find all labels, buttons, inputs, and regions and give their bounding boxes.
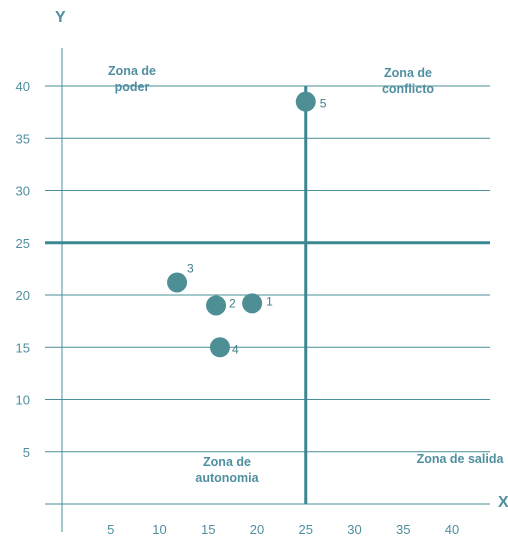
zone-label-poder-line-1: Zona de <box>108 64 156 78</box>
data-points: 1 2 3 4 5 <box>167 91 327 358</box>
x-tick-label-35: 35 <box>396 522 410 537</box>
y-tick-label-5: 5 <box>23 445 30 460</box>
x-tick-label-5: 5 <box>107 522 114 537</box>
zone-label-conflicto-line-1: Zona de <box>384 66 432 80</box>
gridlines <box>45 85 490 453</box>
x-tick-label-30: 30 <box>347 522 361 537</box>
x-axis-title: X <box>498 494 508 511</box>
zone-labels: Zona de poder Zona de conflicto Zona de auton… <box>108 64 504 485</box>
data-point-1 <box>242 293 263 314</box>
data-point-label-1: 1 <box>266 294 273 308</box>
y-tick-label-30: 30 <box>16 184 30 199</box>
y-tick-label-25: 25 <box>16 236 30 251</box>
x-tick-label-25: 25 <box>299 522 313 537</box>
x-tick-label-15: 15 <box>201 522 215 537</box>
y-tick-label-15: 15 <box>16 340 30 355</box>
y-tick-label-35: 35 <box>16 131 30 146</box>
y-axis-title: Y <box>55 9 66 26</box>
data-point-4 <box>209 337 230 358</box>
zone-label-poder-line-2: poder <box>115 80 150 94</box>
y-tick-label-10: 10 <box>16 393 30 408</box>
x-tick-label-20: 20 <box>250 522 264 537</box>
y-tick-label-40: 40 <box>16 79 30 94</box>
data-point-5 <box>295 91 316 112</box>
x-tick-label-10: 10 <box>152 522 166 537</box>
data-point-3 <box>167 272 188 293</box>
zone-label-autonomia-line-1: Zona de <box>203 455 251 469</box>
data-point-label-4: 4 <box>232 342 239 356</box>
data-point-label-2: 2 <box>229 296 236 310</box>
threshold-lines <box>45 86 490 504</box>
zone-label-conflicto-line-2: conflicto <box>382 82 434 96</box>
zone-label-autonomia-line-2: autonomia <box>195 471 259 485</box>
data-point-label-3: 3 <box>187 261 194 275</box>
x-tick-label-40: 40 <box>445 522 459 537</box>
data-point-2 <box>206 295 227 316</box>
y-tick-label-20: 20 <box>16 288 30 303</box>
zone-label-salida-line-1: Zona de salida <box>417 452 505 466</box>
data-point-label-5: 5 <box>320 97 327 111</box>
axes <box>45 48 490 532</box>
